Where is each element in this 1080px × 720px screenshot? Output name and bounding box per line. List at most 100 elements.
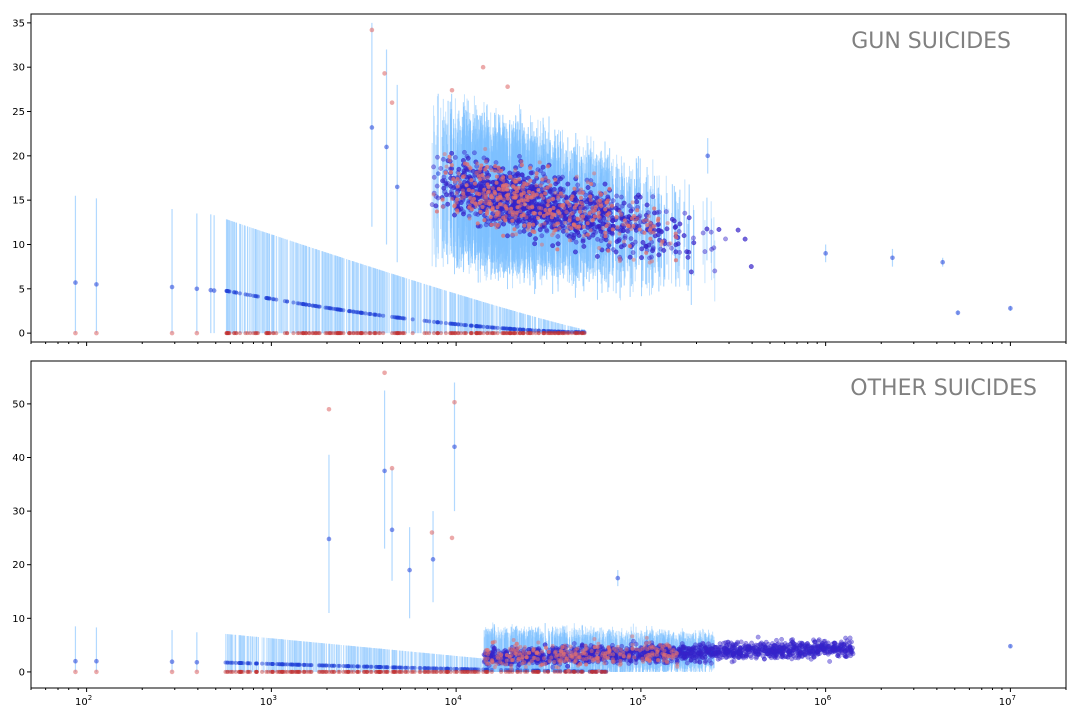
model-point: [169, 284, 175, 290]
model-point: [630, 206, 636, 212]
model-point: [338, 307, 343, 312]
observed-point: [271, 331, 276, 336]
model-point: [691, 235, 696, 241]
model-point: [618, 194, 624, 200]
observed-point: [226, 331, 231, 336]
model-point: [627, 254, 633, 260]
model-point: [671, 218, 677, 224]
model-point: [211, 288, 217, 293]
model-point: [610, 247, 616, 252]
observed-point: [579, 331, 584, 336]
model-point: [471, 150, 477, 156]
observed-point: [232, 331, 237, 336]
model-point: [435, 320, 440, 325]
model-point: [639, 246, 645, 252]
model-point: [656, 221, 661, 227]
model-point: [460, 211, 466, 217]
model-point: [515, 327, 520, 332]
observed-point: [402, 331, 407, 336]
model-point: [555, 234, 561, 239]
model-point: [573, 239, 579, 245]
model-point: [637, 194, 643, 200]
model-point: [711, 245, 717, 251]
model-point: [569, 330, 574, 335]
model-point: [651, 210, 657, 216]
model-point: [492, 325, 497, 330]
model-point: [536, 328, 541, 333]
observed-point: [492, 331, 497, 336]
model-point: [742, 236, 748, 242]
observed-point: [481, 331, 486, 336]
model-point: [656, 209, 662, 215]
model-point: [445, 201, 451, 207]
model-point: [253, 294, 258, 299]
model-point: [510, 171, 516, 177]
model-point: [429, 202, 435, 208]
model-point: [226, 289, 231, 294]
model-point: [625, 228, 631, 234]
model-point: [621, 242, 627, 248]
observed-point: [508, 331, 513, 336]
model-point: [602, 181, 608, 187]
model-point: [716, 227, 722, 232]
model-point: [581, 243, 587, 249]
model-point: [677, 249, 683, 255]
model-point: [355, 310, 360, 315]
model-point: [463, 323, 468, 328]
model-point: [474, 324, 479, 329]
model-point: [540, 164, 546, 170]
model-point: [483, 222, 489, 228]
model-point: [477, 324, 482, 329]
model-point: [378, 313, 383, 318]
observed-point: [248, 331, 253, 336]
model-point: [440, 156, 446, 162]
model-point: [673, 249, 679, 255]
model-point: [650, 248, 655, 254]
model-point: [485, 325, 490, 330]
model-point: [473, 211, 479, 217]
model-point: [517, 153, 522, 159]
observed-point: [311, 331, 316, 336]
model-point: [394, 184, 400, 190]
model-point: [511, 327, 516, 332]
model-point: [580, 238, 586, 244]
observed-point: [588, 228, 593, 233]
observed-point: [303, 331, 308, 336]
model-point: [479, 184, 484, 189]
model-point: [610, 218, 616, 224]
model-point: [479, 180, 485, 186]
model-point: [434, 183, 440, 189]
model-point: [708, 229, 714, 235]
model-point: [544, 227, 549, 233]
model-point: [461, 149, 467, 155]
model-point: [639, 255, 644, 261]
observed-point: [556, 331, 561, 336]
observed-point: [307, 331, 312, 336]
model-point: [508, 326, 513, 331]
model-point: [541, 171, 546, 177]
model-point: [548, 329, 553, 334]
model-point: [264, 295, 269, 300]
model-point: [702, 249, 708, 255]
model-point: [505, 233, 510, 239]
model-point: [684, 249, 690, 255]
model-point: [646, 242, 652, 248]
model-point: [663, 209, 669, 215]
model-point: [634, 199, 640, 205]
model-point: [248, 293, 253, 298]
model-point: [700, 230, 706, 236]
model-point: [443, 321, 448, 326]
model-point: [410, 317, 415, 322]
model-point: [441, 185, 447, 191]
model-point: [501, 326, 506, 331]
model-point: [507, 170, 513, 176]
model-point: [396, 315, 401, 320]
model-point: [566, 233, 572, 239]
model-point: [237, 291, 242, 296]
model-point: [600, 221, 606, 227]
model-point: [614, 193, 620, 199]
model-point: [565, 181, 571, 187]
model-point: [435, 154, 440, 160]
observed-point: [463, 331, 468, 336]
